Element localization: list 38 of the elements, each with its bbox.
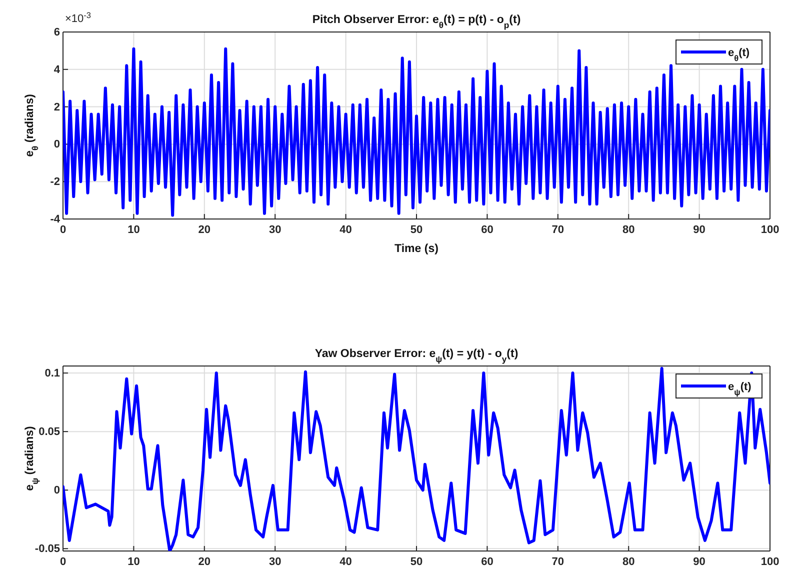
x-tick-label: 50 bbox=[410, 224, 423, 236]
x-tick-label: 30 bbox=[268, 224, 282, 236]
x-tick-label: 70 bbox=[552, 556, 564, 568]
x-tick-label: 50 bbox=[410, 556, 423, 568]
y-tick-label: -0.05 bbox=[34, 543, 60, 556]
x-tick-label: 20 bbox=[198, 224, 211, 236]
x-tick-label: 20 bbox=[198, 556, 211, 568]
x-tick-label: 80 bbox=[622, 556, 635, 568]
legend-label: e$_{θ}$(t) bbox=[728, 47, 750, 62]
line-series bbox=[63, 366, 770, 551]
x-tick-label: 100 bbox=[760, 556, 780, 568]
legend-label: e$_{ψ}$(t) bbox=[728, 381, 752, 396]
y-tick-label: 6 bbox=[54, 26, 60, 39]
x-tick-label: 90 bbox=[693, 224, 706, 236]
y-tick-label: -4 bbox=[50, 214, 61, 226]
y-tick-label: -2 bbox=[50, 176, 60, 188]
y-tick-label: 0 bbox=[54, 484, 60, 497]
x-tick-label: 10 bbox=[128, 224, 140, 236]
x-tick-label: 60 bbox=[481, 224, 494, 236]
x-tick-label: 40 bbox=[340, 556, 352, 568]
x-tick-label: 70 bbox=[552, 224, 564, 236]
x-tick-label: 80 bbox=[622, 224, 635, 236]
y-tick-label: 0 bbox=[54, 138, 60, 151]
x-tick-label: 100 bbox=[760, 224, 780, 236]
chart-title: Yaw Observer Error: e$_{ψ}$(t) = y(t) - o$_{y}$(t) bbox=[314, 348, 518, 364]
y-tick-label: 0.1 bbox=[44, 368, 60, 380]
x-tick-label: 10 bbox=[128, 556, 140, 568]
text: ×10$^{-3}$ bbox=[65, 10, 92, 25]
y-tick-label: 4 bbox=[54, 64, 61, 76]
x-tick-label: 60 bbox=[481, 556, 494, 568]
line-series bbox=[63, 47, 770, 217]
y-tick-label: 2 bbox=[54, 101, 60, 114]
chart-title: Pitch Observer Error: e$_{θ}$(t) = p(t) - o$_{p}$(t) bbox=[312, 14, 521, 30]
x-tick-label: 40 bbox=[340, 224, 352, 236]
y-tick-label: 0.05 bbox=[38, 426, 60, 438]
x-tick-label: 30 bbox=[268, 556, 282, 568]
x-axis-title: Time (s) bbox=[394, 243, 439, 255]
x-tick-label: 90 bbox=[693, 556, 706, 568]
